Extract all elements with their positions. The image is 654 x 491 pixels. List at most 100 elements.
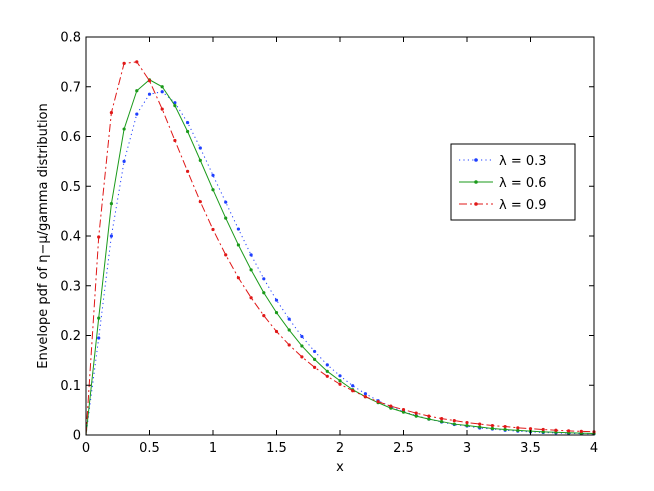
series-3-point	[109, 111, 113, 115]
series-3-point	[351, 389, 355, 393]
axis-ticks: 0 0.5 1 1.5 2 2.5 3 3.5 4 0 0.1 0.2 0.3 0.4 0.5 0.6 0.7 0…	[60, 31, 598, 457]
series-3-point	[186, 169, 190, 173]
y-tick-label: 0	[73, 429, 81, 444]
series-2-point	[516, 428, 520, 433]
series-3-point	[262, 314, 266, 318]
series-3-point	[376, 400, 380, 404]
series-3-point	[503, 424, 507, 429]
series-1-point	[363, 392, 367, 396]
series-2-point	[478, 425, 482, 429]
series-3-point	[554, 428, 558, 432]
series-1-point	[147, 92, 152, 96]
legend-item-3: λ = 0.9	[459, 198, 547, 213]
series-3-point	[211, 227, 215, 232]
series-3-point	[338, 382, 342, 386]
x-tick-label: 3.5	[520, 441, 541, 456]
series-3-point	[325, 374, 329, 378]
series-1-point	[211, 173, 215, 177]
series-layer	[85, 60, 596, 436]
x-tick-label: 3	[463, 441, 471, 456]
x-tick-label: 1	[209, 441, 217, 456]
series-3-point	[465, 420, 469, 425]
series-2-point	[109, 202, 113, 206]
y-axis-label: Envelope pdf of η−μ/gamma distribution	[36, 103, 51, 368]
legend-label: λ = 0.9	[499, 198, 547, 213]
series-3-point	[516, 426, 520, 430]
series-3-point	[97, 235, 101, 239]
y-tick-label: 0.2	[60, 329, 81, 344]
series-2-point	[97, 316, 101, 320]
series-2-point	[173, 104, 177, 108]
series-2-point	[427, 417, 431, 421]
series-2-point	[465, 423, 469, 428]
series-3-point	[579, 429, 583, 433]
series-1-point	[236, 227, 240, 231]
series-2-point	[541, 430, 545, 434]
legend: λ = 0.3 λ = 0.6 λ = 0.9	[450, 143, 576, 221]
series-2-point	[287, 328, 291, 332]
series-3-point	[135, 60, 139, 64]
series-2-point	[224, 216, 228, 220]
series-3	[85, 60, 596, 436]
y-tick-label: 0.7	[60, 80, 81, 95]
x-tick-label: 2	[336, 441, 344, 456]
series-2-point	[313, 357, 317, 361]
series-3-point	[313, 365, 317, 369]
series-2-point	[274, 311, 279, 315]
series-1-point	[135, 112, 139, 116]
x-tick-label: 0.5	[139, 441, 160, 456]
series-1-point	[109, 234, 113, 238]
x-tick-label: 1.5	[266, 441, 287, 456]
series-2-point	[401, 410, 406, 414]
legend-item-2: λ = 0.6	[459, 176, 547, 191]
legend-marker	[474, 202, 478, 206]
series-2-point	[249, 268, 253, 272]
series-2-point	[490, 426, 494, 431]
series-3-point	[490, 423, 494, 428]
legend-item-1: λ = 0.3	[459, 154, 547, 169]
y-tick-label: 0.6	[60, 130, 81, 145]
series-1-point	[249, 253, 253, 257]
series-3-point	[274, 329, 279, 334]
series-1-point	[300, 334, 304, 339]
series-1-point	[186, 120, 190, 125]
series-3-point	[224, 253, 228, 257]
series-2-point	[211, 188, 215, 192]
series-2-point	[236, 243, 240, 247]
series-1-point	[274, 298, 279, 302]
series-3-point	[173, 138, 177, 143]
series-3-point	[528, 427, 533, 431]
series-1-point	[325, 363, 329, 367]
series-1-point	[97, 336, 101, 340]
series-3-point	[198, 200, 202, 204]
series-3-point	[541, 427, 545, 432]
series-2-point	[325, 369, 329, 373]
series-3-point	[363, 395, 367, 399]
series-2-point	[262, 291, 266, 295]
y-tick-label: 0.4	[60, 230, 81, 245]
series-1-point	[160, 90, 164, 94]
series-1-point	[287, 317, 291, 321]
series-1-point	[224, 200, 228, 204]
series-2-point	[122, 127, 126, 131]
series-2-point	[198, 158, 202, 162]
x-tick-label: 0	[82, 441, 90, 456]
y-tick-label: 0.5	[60, 180, 81, 195]
series-3-point	[427, 414, 431, 418]
series-3-point	[414, 411, 418, 415]
series-1-point	[313, 349, 317, 354]
x-tick-label: 2.5	[393, 441, 414, 456]
series-1-point	[122, 159, 126, 163]
series-1-point	[338, 374, 342, 378]
series-3-point	[122, 61, 126, 65]
y-tick-label: 0.8	[60, 31, 81, 46]
x-axis-label: x	[336, 460, 344, 475]
series-3-point	[249, 296, 253, 300]
x-tick-label: 4	[590, 441, 598, 456]
series-1-point	[198, 146, 202, 150]
series-2-point	[338, 379, 342, 383]
series-3-point	[567, 429, 571, 433]
series-1-point	[173, 101, 177, 105]
